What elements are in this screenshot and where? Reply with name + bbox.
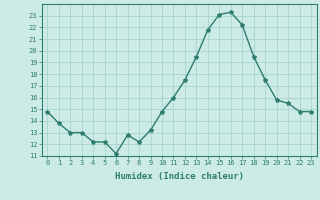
X-axis label: Humidex (Indice chaleur): Humidex (Indice chaleur) — [115, 172, 244, 181]
